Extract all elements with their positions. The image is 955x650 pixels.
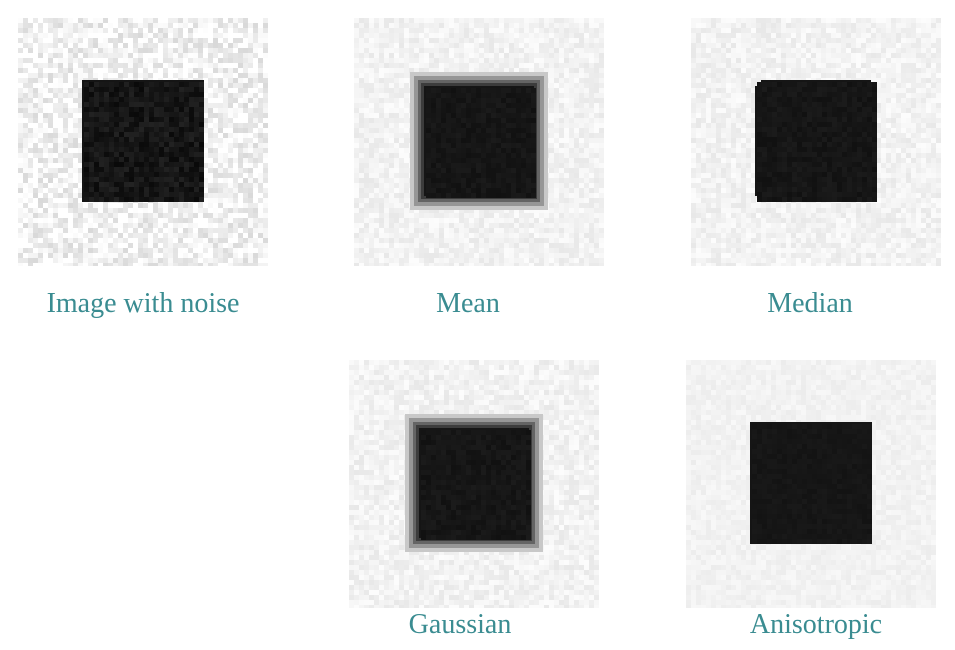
noise-texture xyxy=(686,360,936,608)
median-caption: Median xyxy=(767,288,853,319)
anisotropic-panel xyxy=(686,360,936,608)
image-with-noise-panel xyxy=(18,18,268,266)
median-panel xyxy=(691,18,941,266)
median-image xyxy=(691,18,941,266)
gaussian-image xyxy=(349,360,599,608)
gaussian-panel xyxy=(349,360,599,608)
mean-panel xyxy=(354,18,604,266)
image-with-noise-caption: Image with noise xyxy=(46,288,240,319)
image-with-noise-image xyxy=(18,18,268,266)
mean-image xyxy=(354,18,604,266)
gaussian-caption: Gaussian xyxy=(408,609,512,640)
mean-caption: Mean xyxy=(436,288,500,319)
anisotropic-caption: Anisotropic xyxy=(749,609,883,640)
anisotropic-image xyxy=(686,360,936,608)
